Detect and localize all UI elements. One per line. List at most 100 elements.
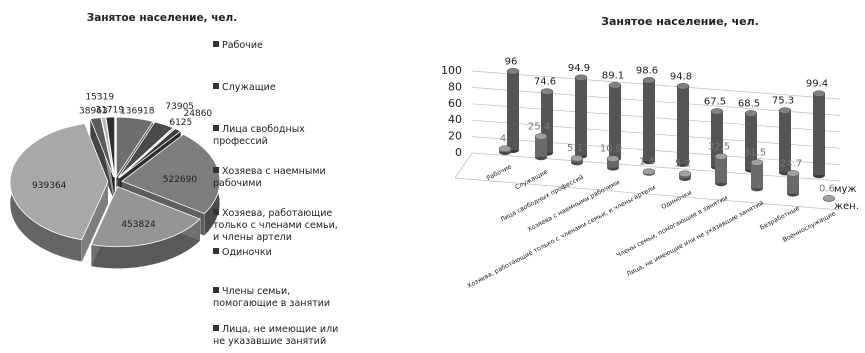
- value-label: 32.5: [708, 142, 730, 153]
- legend-swatch: [213, 287, 219, 293]
- cylinder: [813, 93, 825, 176]
- slice-wall: [81, 123, 109, 262]
- legend-label: Лица, не имеющие или не указавшие заняти…: [213, 324, 339, 347]
- cylinder-top: [606, 155, 620, 162]
- value-label: 98.6: [636, 65, 658, 76]
- grid-line: [471, 103, 841, 133]
- slice: [89, 117, 115, 178]
- cylinder-top: [710, 108, 724, 115]
- value-label: 24.7: [780, 158, 802, 169]
- legend-item: Члены семьи, помогающие в занятии: [213, 286, 343, 310]
- floor-edge: [454, 152, 473, 179]
- cylinder-top: [570, 154, 584, 162]
- value-label: 5.2: [675, 159, 691, 170]
- legend-label: Члены семьи, помогающие в занятии: [213, 286, 331, 309]
- legend-swatch: [213, 41, 219, 47]
- cylinder: [711, 111, 723, 167]
- y-tick-label: 80: [448, 80, 462, 93]
- value-label: 94.9: [568, 63, 590, 74]
- cylinder-top: [714, 153, 728, 160]
- cylinder: [535, 136, 547, 158]
- cylinder-top: [642, 168, 656, 175]
- slice-label: 453824: [121, 220, 156, 230]
- slice: [100, 116, 115, 178]
- cylinder: [715, 156, 727, 184]
- value-label: 67.5: [704, 96, 726, 107]
- legend-item: Хозяева с наемными рабочими: [213, 166, 343, 190]
- slice-label: 24860: [184, 109, 213, 119]
- value-label: 4: [500, 134, 506, 145]
- slice-label: 73905: [165, 102, 194, 112]
- y-tick-label: 60: [448, 97, 462, 110]
- slice-label: 939364: [32, 181, 67, 191]
- x-tick-label: Одиночки: [660, 189, 692, 211]
- cylinder-top: [786, 170, 800, 177]
- legend-item: Хозяева, работающие только с членами сем…: [213, 208, 343, 244]
- value-label: 99.4: [806, 79, 828, 90]
- legend-swatch: [213, 167, 219, 173]
- slice-label: 38963: [79, 107, 108, 117]
- slice: [115, 116, 154, 179]
- bar-title: Занятое население, чел.: [601, 15, 759, 28]
- cylinder-top: [506, 68, 520, 75]
- slice: [105, 116, 116, 178]
- cylinder-top: [812, 90, 826, 97]
- value-label: 74.6: [534, 77, 556, 88]
- cylinder-top: [642, 77, 656, 84]
- slice: [117, 121, 174, 178]
- cylinder-top: [534, 133, 548, 140]
- value-label: 94.8: [670, 71, 692, 82]
- cylinder: [745, 113, 757, 170]
- legend-item: Лица, не имеющие или не указавшие заняти…: [213, 324, 343, 348]
- slice-label: 136918: [120, 107, 155, 117]
- cylinder: [751, 162, 763, 189]
- slice: [9, 123, 109, 241]
- x-tick-label: Служащие: [514, 168, 549, 191]
- value-label: 25.4: [528, 121, 550, 132]
- series-label: муж: [834, 184, 856, 195]
- grid-line: [471, 152, 841, 182]
- slice-wall: [90, 117, 114, 200]
- value-label: 96: [505, 56, 518, 67]
- cylinder-top: [822, 195, 836, 202]
- cylinder-top: [608, 82, 622, 89]
- cylinder-top: [744, 110, 758, 117]
- y-tick-label: 40: [448, 113, 462, 126]
- x-tick-label: Рабочие: [485, 162, 513, 182]
- x-tick-label: Безработные: [758, 204, 801, 232]
- grid-line: [471, 119, 841, 149]
- cylinder-top: [678, 170, 692, 177]
- grid-line: [471, 70, 841, 100]
- legend-label: Рабочие: [222, 40, 263, 51]
- cylinder: [507, 71, 519, 150]
- value-label: 68.5: [738, 98, 760, 109]
- cylinder-top: [540, 88, 554, 95]
- slice-label: 6125: [169, 118, 192, 128]
- legend-swatch: [213, 325, 219, 331]
- legend-item: Одиночки: [213, 247, 343, 259]
- cylinder-top: [750, 159, 764, 166]
- slice: [118, 128, 182, 179]
- value-label: 89.1: [602, 70, 624, 81]
- y-tick-label: 0: [455, 146, 462, 159]
- y-tick-label: 100: [441, 64, 462, 77]
- value-label: 5.1: [567, 143, 583, 154]
- cylinder: [575, 77, 587, 156]
- y-tick-label: 20: [448, 130, 462, 143]
- cylinder-top: [574, 74, 588, 82]
- value-label: 10.9: [600, 144, 622, 155]
- cylinder: [609, 85, 621, 159]
- slice-label: 31719: [95, 105, 124, 115]
- pie-title: Занятое население, чел.: [87, 12, 238, 24]
- legend-swatch: [213, 248, 219, 254]
- legend-label: Одиночки: [222, 247, 272, 258]
- cylinder: [607, 158, 619, 168]
- legend-item: Рабочие: [213, 40, 343, 52]
- cylinder: [677, 86, 689, 164]
- slice: [90, 186, 201, 248]
- slice-label: 522690: [163, 175, 198, 185]
- value-label: 31.5: [744, 148, 766, 159]
- series-label: жен.: [834, 201, 859, 212]
